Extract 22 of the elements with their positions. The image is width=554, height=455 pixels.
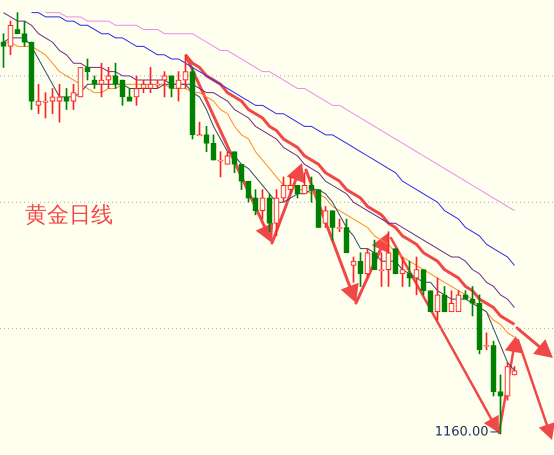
candlestick	[56, 84, 62, 123]
candlestick	[36, 84, 42, 114]
candlestick	[400, 256, 406, 287]
candlestick	[484, 332, 490, 350]
text: 黄金日线	[25, 202, 113, 230]
candlestick	[336, 218, 342, 232]
candlestick	[50, 88, 56, 114]
candlestick	[98, 62, 104, 98]
candlestick	[350, 256, 356, 283]
candlestick	[64, 88, 70, 110]
annotation: 1160.00	[434, 424, 488, 440]
candlestick	[470, 286, 476, 316]
candlestick	[406, 260, 412, 287]
candlestick	[162, 71, 168, 98]
candlestick	[148, 67, 154, 94]
candlestick	[498, 374, 504, 434]
candlestick	[14, 12, 20, 34]
candlestick	[0, 33, 6, 68]
candlestick	[308, 176, 314, 203]
candlestick	[106, 67, 112, 89]
candlestick	[84, 58, 90, 80]
candlestick	[414, 256, 420, 296]
